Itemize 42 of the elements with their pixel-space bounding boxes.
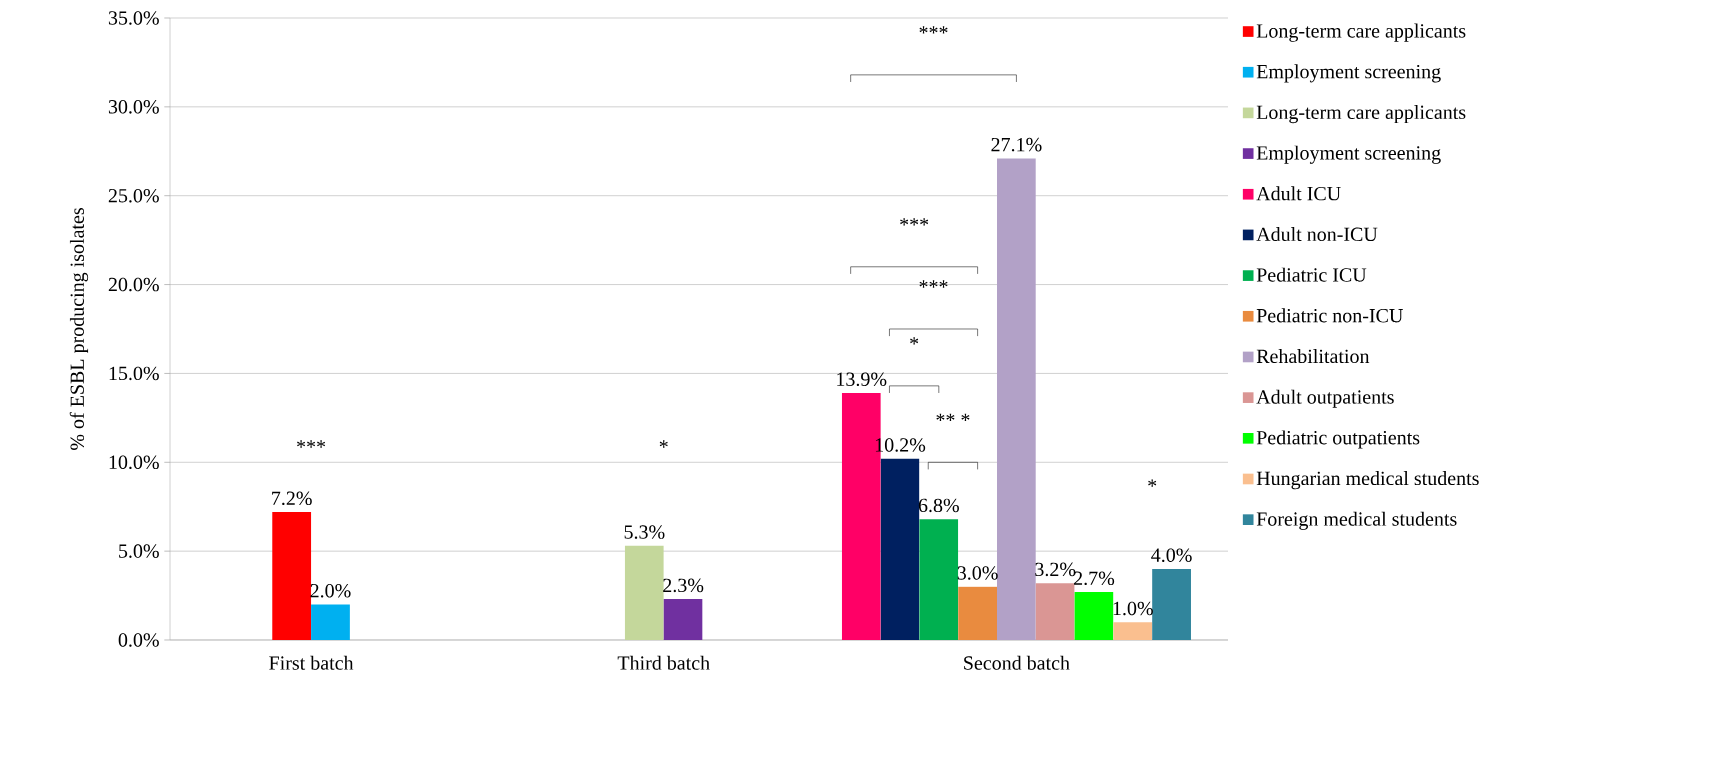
- legend-label: Employment screening: [1256, 64, 1441, 83]
- annotation: *: [910, 337, 919, 345]
- data-label: 2.7%: [1074, 571, 1115, 586]
- data-label: 13.9%: [837, 372, 887, 387]
- y-tick-label: 25.0%: [108, 188, 159, 203]
- annotation: ***: [297, 440, 326, 448]
- y-tick-label: 0.0%: [118, 633, 159, 647]
- legend-label: Adult ICU: [1256, 186, 1341, 201]
- annotation: ***: [900, 218, 929, 226]
- x-tick-label: First batch: [269, 655, 354, 670]
- legend-label: Pediatric non-ICU: [1256, 308, 1403, 323]
- y-axis-title: % of ESBL producing isolates: [69, 208, 89, 450]
- annotation: ***: [919, 26, 948, 34]
- y-tick-label: 20.0%: [108, 277, 159, 292]
- legend-label: Rehabilitation: [1256, 349, 1370, 364]
- data-label: 5.3%: [624, 525, 665, 539]
- data-label: 27.1%: [991, 137, 1042, 152]
- data-label: 3.2%: [1035, 562, 1076, 577]
- annotation: *: [1148, 479, 1157, 487]
- legend-label: Hungarian medical students: [1256, 471, 1479, 490]
- annotation: *: [659, 440, 668, 448]
- legend-label: Long-term care applicants: [1256, 23, 1466, 42]
- annotation: ** *: [936, 413, 970, 421]
- legend-label: Long-term care applicants: [1256, 104, 1466, 124]
- data-label: 2.3%: [663, 578, 704, 593]
- x-tick-label: Second batch: [964, 655, 1070, 670]
- y-tick-label: 5.0%: [119, 544, 159, 558]
- legend-label: Pediatric outpatients: [1256, 430, 1420, 449]
- y-tick-label: 10.0%: [109, 455, 159, 470]
- legend-label: Employment screening: [1256, 145, 1441, 164]
- data-label: 7.2%: [272, 491, 312, 506]
- y-tick-label: 15.0%: [109, 366, 159, 381]
- legend-label: Foreign medical students: [1256, 511, 1457, 530]
- legend-label: Adult outpatients: [1256, 389, 1394, 408]
- data-label: 4.0%: [1151, 548, 1192, 562]
- legend-label: Adult non-ICU: [1256, 227, 1378, 242]
- data-label: 6.8%: [918, 498, 959, 513]
- y-tick-label: 30.0%: [108, 100, 159, 114]
- legend-label: Pediatric ICU: [1256, 267, 1367, 282]
- annotation: ***: [919, 280, 948, 288]
- x-tick-label: Third batch: [617, 655, 710, 670]
- y-tick-label: 35.0%: [108, 11, 159, 25]
